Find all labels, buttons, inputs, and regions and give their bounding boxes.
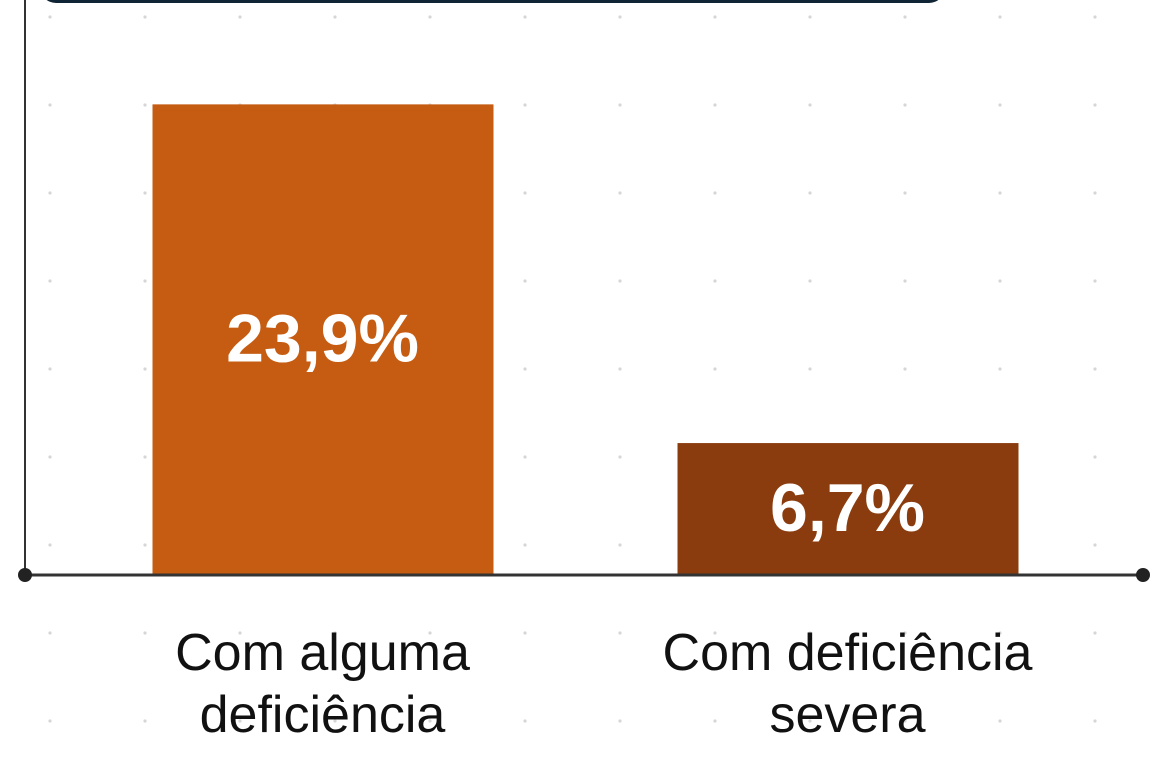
- dot: [523, 279, 527, 283]
- dot: [713, 367, 717, 371]
- dot: [238, 631, 242, 635]
- x-tick-label: Com alguma deficiência: [175, 624, 470, 744]
- dot: [143, 367, 147, 371]
- dot: [48, 279, 52, 283]
- dot: [523, 631, 527, 635]
- dot: [143, 631, 147, 635]
- dot: [998, 191, 1002, 195]
- dot: [1093, 279, 1097, 283]
- dot: [48, 103, 52, 107]
- dot: [1093, 455, 1097, 459]
- dot: [333, 719, 337, 723]
- dot: [903, 15, 907, 19]
- value-label: 23,9%: [226, 301, 419, 377]
- dot: [903, 191, 907, 195]
- dot: [713, 103, 717, 107]
- dot: [713, 719, 717, 723]
- dot: [523, 719, 527, 723]
- dot: [48, 543, 52, 547]
- dot: [618, 367, 622, 371]
- dot: [523, 191, 527, 195]
- dot: [333, 631, 337, 635]
- dot: [523, 15, 527, 19]
- dot: [808, 719, 812, 723]
- dot: [808, 367, 812, 371]
- dot: [808, 103, 812, 107]
- dot: [1093, 367, 1097, 371]
- dot: [618, 191, 622, 195]
- dot: [808, 279, 812, 283]
- dot: [618, 631, 622, 635]
- dot: [618, 15, 622, 19]
- dot: [713, 279, 717, 283]
- dot: [618, 455, 622, 459]
- dot: [998, 103, 1002, 107]
- dot: [903, 279, 907, 283]
- dot: [143, 103, 147, 107]
- dot: [1093, 191, 1097, 195]
- dot: [903, 631, 907, 635]
- dot: [143, 15, 147, 19]
- dot: [713, 15, 717, 19]
- dot: [713, 191, 717, 195]
- dot: [428, 631, 432, 635]
- dot: [1093, 719, 1097, 723]
- dot: [143, 543, 147, 547]
- dot: [903, 103, 907, 107]
- dot: [1093, 631, 1097, 635]
- dot: [998, 719, 1002, 723]
- dot: [333, 15, 337, 19]
- dot: [48, 15, 52, 19]
- dot: [428, 719, 432, 723]
- bar: [152, 104, 494, 575]
- axis-end: [18, 568, 32, 582]
- dot: [903, 719, 907, 723]
- top-banner: [46, 0, 939, 3]
- dot: [808, 191, 812, 195]
- background-dots: [48, 15, 1097, 723]
- dot: [618, 103, 622, 107]
- dot: [238, 719, 242, 723]
- dot: [808, 631, 812, 635]
- dot: [618, 543, 622, 547]
- axis-end: [1136, 568, 1150, 582]
- dot: [523, 367, 527, 371]
- dot: [143, 191, 147, 195]
- dot: [48, 191, 52, 195]
- dot: [523, 543, 527, 547]
- dot: [238, 15, 242, 19]
- dot: [998, 631, 1002, 635]
- x-tick-label: Com deficiência severa: [662, 624, 1033, 744]
- dot: [998, 367, 1002, 371]
- dot: [1093, 543, 1097, 547]
- bar: [677, 443, 1019, 575]
- dot: [618, 279, 622, 283]
- dot: [1093, 15, 1097, 19]
- dot: [143, 719, 147, 723]
- dot: [143, 455, 147, 459]
- dot: [808, 15, 812, 19]
- dot: [428, 15, 432, 19]
- dot: [1093, 103, 1097, 107]
- dot: [143, 279, 147, 283]
- dot: [713, 631, 717, 635]
- dot: [523, 455, 527, 459]
- dot: [903, 367, 907, 371]
- dot: [523, 103, 527, 107]
- value-label: 6,7%: [770, 470, 925, 546]
- dot: [618, 719, 622, 723]
- dot: [998, 15, 1002, 19]
- dot: [48, 719, 52, 723]
- dot: [48, 367, 52, 371]
- dot: [998, 279, 1002, 283]
- dot: [48, 455, 52, 459]
- dot: [48, 631, 52, 635]
